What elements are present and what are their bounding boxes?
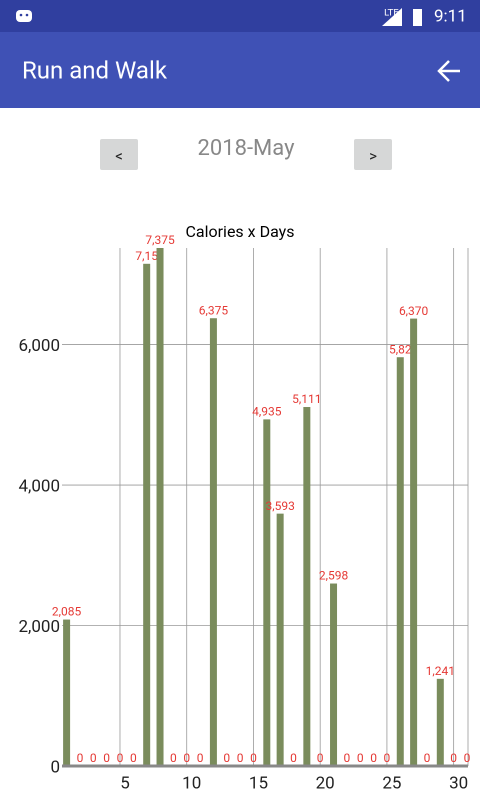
bar (63, 619, 71, 766)
value-label: 0 (344, 751, 351, 765)
value-label: 5,82 (389, 342, 412, 356)
value-label: 0 (317, 751, 324, 765)
y-tick-label: 6,000 (18, 336, 60, 356)
android-icon (16, 10, 32, 22)
chart-title: Calories x Days (186, 222, 295, 241)
next-button[interactable] (354, 139, 392, 170)
value-label: 7,15 (135, 249, 158, 263)
value-label: 0 (250, 751, 257, 765)
x-tick-label: 30 (449, 773, 468, 793)
bar (276, 513, 284, 766)
y-tick-label: 4,000 (18, 477, 60, 497)
value-label: 0 (450, 751, 457, 765)
x-tick-label: 10 (182, 773, 201, 793)
x-tick-label: 5 (120, 773, 130, 793)
value-label: 7,375 (145, 233, 175, 247)
value-label: 0 (237, 751, 244, 765)
app-bar (0, 32, 480, 108)
month-label: 2018-May (198, 136, 296, 161)
value-label: 0 (370, 751, 377, 765)
value-label: 0 (130, 751, 137, 765)
value-label: 3,593 (265, 499, 294, 513)
back-button[interactable] (437, 60, 460, 82)
x-tick-label: 15 (249, 773, 268, 793)
value-label: 6,370 (399, 304, 429, 318)
value-label: 2,085 (52, 605, 82, 619)
battery-icon (413, 9, 422, 26)
bar (156, 248, 164, 766)
next-button-label: > (369, 147, 377, 165)
value-label: 4,935 (252, 405, 282, 419)
value-label: 0 (424, 751, 431, 765)
bar (410, 318, 418, 766)
value-label: 0 (90, 751, 97, 765)
clock: 9:11 (434, 6, 467, 26)
bar (330, 583, 338, 766)
value-label: 0 (384, 751, 391, 765)
bar (396, 357, 404, 766)
bar (303, 407, 311, 766)
y-tick-label: 2,000 (18, 617, 60, 637)
x-tick-label: 25 (382, 773, 401, 793)
value-label: 0 (117, 751, 124, 765)
value-label: 0 (223, 751, 230, 765)
value-label: 0 (357, 751, 364, 765)
chart: Calories x Days 0 2,000 4,000 6,000 5 10 15 20 2… (18, 222, 470, 793)
value-label: 0 (103, 751, 110, 765)
value-label: 0 (183, 751, 190, 765)
signal-icon (382, 8, 402, 26)
bar (263, 419, 271, 766)
bar (436, 678, 444, 766)
y-tick-label: 0 (50, 757, 60, 777)
network-label: LTE (384, 9, 399, 19)
prev-button-label: < (115, 147, 123, 165)
value-label: 0 (197, 751, 204, 765)
x-tick-label: 20 (316, 773, 335, 793)
value-label: 0 (77, 751, 84, 765)
bar (143, 263, 151, 766)
status-bar (0, 0, 480, 32)
bar (209, 318, 217, 766)
app-title: Run and Walk (22, 56, 168, 84)
value-label: 0 (464, 751, 471, 765)
prev-button[interactable] (100, 139, 138, 170)
value-label: 0 (290, 751, 297, 765)
value-label: 1,241 (426, 664, 455, 678)
value-label: 5,111 (292, 392, 321, 406)
value-label: 6,375 (199, 303, 229, 317)
value-label: 2,598 (319, 569, 349, 583)
value-label: 0 (170, 751, 177, 765)
